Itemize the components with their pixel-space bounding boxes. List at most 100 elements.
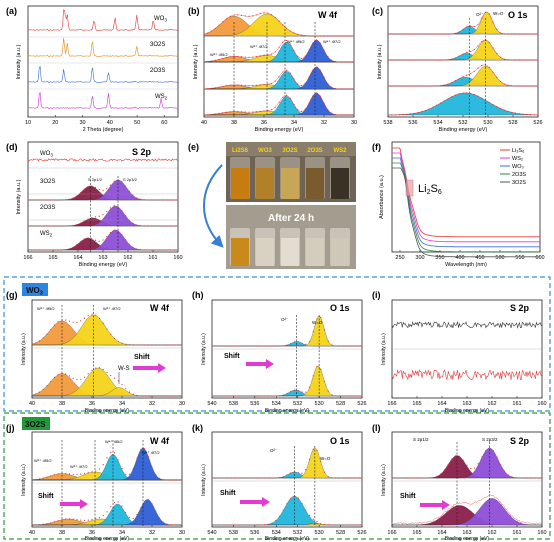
data-point xyxy=(256,477,258,479)
data-point xyxy=(215,395,217,397)
data-point xyxy=(124,185,127,187)
data-point xyxy=(316,318,318,320)
data-point xyxy=(76,379,78,381)
data-point xyxy=(110,374,112,377)
x-tick-label: 165 xyxy=(412,401,421,407)
data-point xyxy=(335,345,337,347)
x-tick-label: 528 xyxy=(336,530,345,536)
data-point xyxy=(102,322,104,324)
data-point xyxy=(297,472,299,474)
data-point xyxy=(110,333,112,335)
data-point xyxy=(46,476,48,478)
panel-k: (k) O 1s Intensity (a.u.) Binding energy… xyxy=(192,423,367,542)
ws-label: W-S xyxy=(118,366,130,372)
data-point xyxy=(79,192,82,194)
data-point xyxy=(113,337,116,340)
data-point xyxy=(42,199,44,201)
data-point xyxy=(46,385,48,387)
x-tick-label: 534 xyxy=(433,120,442,126)
data-point xyxy=(406,477,408,479)
data-point xyxy=(132,517,134,519)
panel-tag: (b) xyxy=(188,6,200,16)
data-point xyxy=(68,248,70,250)
data-point xyxy=(342,345,344,347)
x-tick-label: 166 xyxy=(23,255,32,261)
data-point xyxy=(121,233,123,236)
peak-label: O²⁻ xyxy=(476,12,484,17)
data-point xyxy=(331,394,333,396)
x-tick-labels: 540 538 536 534 532 530 528 526 xyxy=(207,525,367,536)
data-point xyxy=(57,321,59,323)
x-tick-label: 164 xyxy=(73,255,82,261)
data-point xyxy=(162,479,164,481)
x-tick-label: 30 xyxy=(351,120,357,126)
data-point xyxy=(154,225,157,227)
data-point xyxy=(143,199,145,201)
data-point xyxy=(140,507,142,509)
data-point xyxy=(117,459,119,461)
data-point xyxy=(488,447,491,449)
data-point xyxy=(64,248,67,251)
data-point xyxy=(143,500,146,503)
data-point xyxy=(518,477,521,479)
x-tick-label: 526 xyxy=(357,530,366,536)
data-point xyxy=(327,524,329,526)
x-axis-label: Binding energy (eV) xyxy=(439,127,488,133)
data-point xyxy=(248,524,251,526)
peak-label: W⁶⁺ 4f7/2 xyxy=(103,306,121,311)
data-point xyxy=(177,479,179,481)
data-point xyxy=(87,314,89,317)
x-tick-label: 36 xyxy=(89,530,95,536)
data-point xyxy=(361,477,363,479)
data-point xyxy=(76,195,78,197)
x-tick-label: 540 xyxy=(207,401,216,407)
data-point xyxy=(170,524,172,526)
data-point xyxy=(278,515,281,518)
data-point xyxy=(331,524,333,526)
x-tick-label: 161 xyxy=(512,401,521,407)
vial-label: 2O3S xyxy=(307,148,322,154)
data-point xyxy=(102,464,104,466)
x-tick-label: 166 xyxy=(387,401,396,407)
data-point xyxy=(425,477,427,479)
data-point xyxy=(57,473,59,475)
data-point xyxy=(353,524,356,526)
data-point xyxy=(173,344,176,346)
data-point xyxy=(263,477,266,479)
data-point xyxy=(267,523,269,525)
data-point xyxy=(34,199,37,201)
data-point xyxy=(98,517,101,519)
data-point xyxy=(293,389,296,391)
data-point xyxy=(87,373,89,375)
data-point xyxy=(417,477,419,479)
data-point xyxy=(350,345,352,347)
x-tick-label: 32 xyxy=(149,401,155,407)
data-point xyxy=(177,395,179,397)
data-point xyxy=(278,345,281,347)
vial-label: 3O2S xyxy=(282,148,297,154)
uv-trace-2o3s xyxy=(392,162,540,253)
data-point xyxy=(357,477,359,479)
data-point xyxy=(72,518,74,520)
data-point xyxy=(132,194,134,196)
data-point xyxy=(49,249,52,251)
data-point xyxy=(109,231,112,234)
data-point xyxy=(83,188,85,190)
data-point xyxy=(76,473,78,476)
legend-label: WS₂ xyxy=(512,156,523,162)
data-point xyxy=(275,520,277,522)
peak-label: W⁶⁺ 4f5/2 xyxy=(37,306,55,311)
x-tick-label: 38 xyxy=(231,120,237,126)
data-point xyxy=(65,319,67,321)
data-point xyxy=(121,181,123,183)
data-point xyxy=(72,224,74,227)
data-point xyxy=(353,477,356,479)
data-point xyxy=(428,477,431,479)
x-tick-label: 50 xyxy=(134,120,140,126)
data-point xyxy=(94,186,97,188)
data-point xyxy=(230,477,232,479)
fitted-peak xyxy=(212,315,362,347)
3o2s-badge xyxy=(22,417,50,430)
data-point xyxy=(98,215,100,217)
data-point xyxy=(166,199,168,201)
